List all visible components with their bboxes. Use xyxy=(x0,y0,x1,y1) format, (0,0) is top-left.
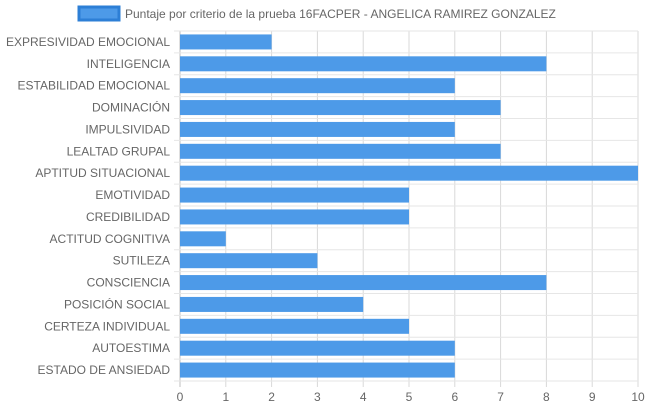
category-label: INTELIGENCIA xyxy=(87,57,170,71)
category-label: CREDIBILIDAD xyxy=(86,210,170,224)
category-label: ESTABILIDAD EMOCIONAL xyxy=(18,79,171,93)
category-label: DOMINACIÓN xyxy=(92,100,170,115)
legend[interactable]: Puntaje por criterio de la prueba 16FACP… xyxy=(77,5,556,22)
category-label: CONSCIENCIA xyxy=(87,276,170,290)
legend-label: Puntaje por criterio de la prueba 16FACP… xyxy=(125,7,556,21)
bar[interactable] xyxy=(180,231,226,247)
category-label: IMPULSIVIDAD xyxy=(85,122,170,136)
category-label: SUTILEZA xyxy=(113,254,170,268)
x-tick-label: 5 xyxy=(406,390,413,404)
category-label: CERTEZA INDIVIDUAL xyxy=(44,319,170,333)
x-tick-label: 4 xyxy=(360,390,367,404)
bar[interactable] xyxy=(180,340,455,356)
x-tick-label: 7 xyxy=(497,390,504,404)
x-tick-label: 10 xyxy=(631,390,645,404)
x-tick-label: 6 xyxy=(451,390,458,404)
x-tick-label: 3 xyxy=(314,390,321,404)
legend-swatch xyxy=(77,5,121,22)
bar[interactable] xyxy=(180,34,272,50)
category-label: ACTITUD COGNITIVA xyxy=(50,232,170,246)
bar[interactable] xyxy=(180,121,455,137)
x-tick-label: 2 xyxy=(268,390,275,404)
category-label: POSICIÓN SOCIAL xyxy=(64,296,170,311)
bar[interactable] xyxy=(180,209,409,225)
bar[interactable] xyxy=(180,362,455,378)
x-tick-label: 9 xyxy=(589,390,596,404)
category-label: AUTOESTIMA xyxy=(92,341,170,355)
category-labels: EXPRESIVIDAD EMOCIONAL INTELIGENCIA ESTABI… xyxy=(6,35,170,377)
category-label: APTITUD SITUACIONAL xyxy=(35,166,170,180)
bar[interactable] xyxy=(180,78,455,94)
x-tick-label: 8 xyxy=(543,390,550,404)
category-label: LEALTAD GRUPAL xyxy=(67,144,171,158)
bar[interactable] xyxy=(180,275,547,291)
category-label: ESTADO DE ANSIEDAD xyxy=(38,363,171,377)
bar[interactable] xyxy=(180,165,638,181)
x-axis-ticks: 0 1 2 3 4 5 6 7 8 9 10 xyxy=(177,390,645,404)
bar[interactable] xyxy=(180,253,318,269)
bars xyxy=(180,34,638,378)
bar[interactable] xyxy=(180,318,409,334)
bar[interactable] xyxy=(180,100,501,116)
x-tick-label: 1 xyxy=(222,390,229,404)
bar[interactable] xyxy=(180,296,364,312)
bar[interactable] xyxy=(180,187,409,203)
bar[interactable] xyxy=(180,56,547,72)
bar[interactable] xyxy=(180,143,501,159)
category-label: EMOTIVIDAD xyxy=(95,188,170,202)
x-tick-label: 0 xyxy=(177,390,184,404)
category-label: EXPRESIVIDAD EMOCIONAL xyxy=(6,35,170,49)
